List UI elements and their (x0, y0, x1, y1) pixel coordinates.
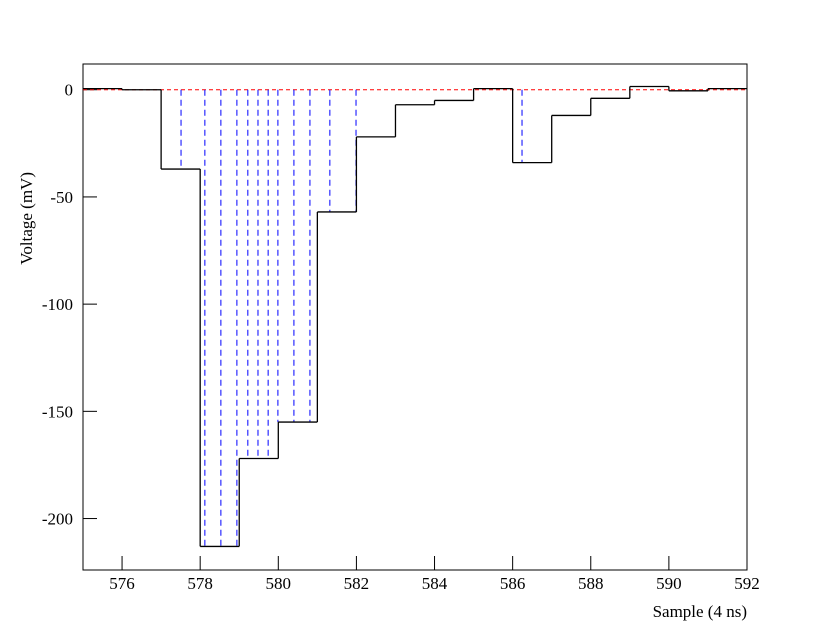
y-tick-label: -150 (42, 402, 73, 421)
y-tick-label: -100 (42, 295, 73, 314)
x-tick-label: 586 (500, 574, 526, 593)
plot-frame (82, 63, 748, 571)
y-axis-label: Voltage (mV) (17, 172, 36, 265)
x-axis-label: Sample (4 ns) (653, 602, 747, 621)
y-tick-label: -50 (50, 188, 73, 207)
y-tick-label: 0 (65, 81, 74, 100)
x-tick-label: 578 (187, 574, 213, 593)
x-tick-label: 588 (578, 574, 604, 593)
x-tick-label: 580 (266, 574, 292, 593)
x-tick-label: 592 (734, 574, 760, 593)
x-tick-label: 584 (422, 574, 448, 593)
x-tick-label: 590 (656, 574, 682, 593)
y-tick-label: -200 (42, 510, 73, 529)
x-tick-label: 576 (109, 574, 135, 593)
x-tick-label: 582 (344, 574, 370, 593)
